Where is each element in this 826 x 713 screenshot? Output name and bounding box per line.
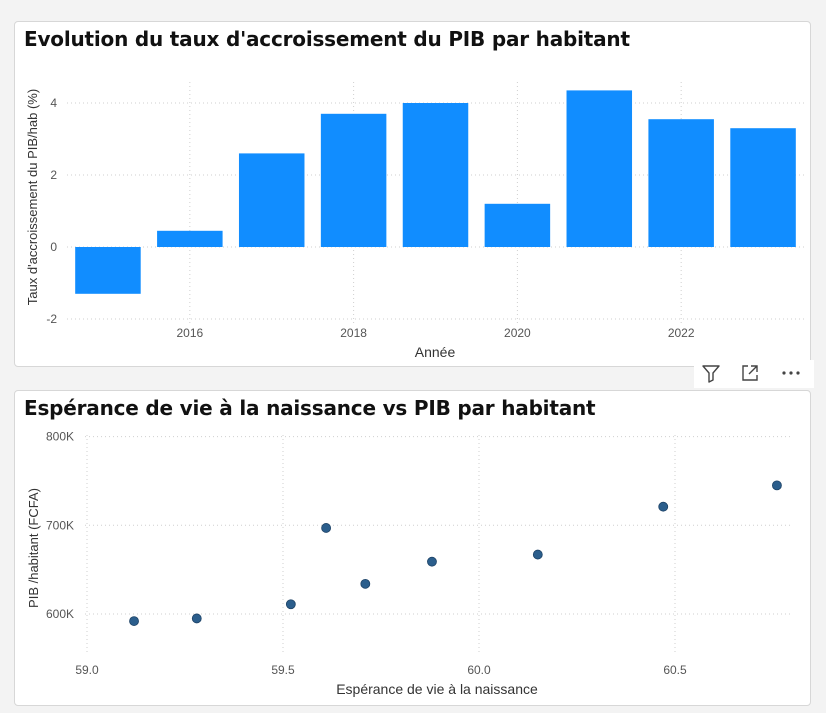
bar-2016[interactable]: [157, 230, 223, 247]
scatter-point[interactable]: [360, 578, 371, 589]
bar-chart-y-tick-label: 2: [50, 168, 57, 182]
scatter-chart-y-axis-label: PIB /habitant (FCFA): [26, 488, 41, 608]
scatter-chart-y-ticks: 600K 700K 800K: [46, 430, 74, 621]
bar-chart-y-axis-label: Taux d'accroissement du PIB/hab (%): [25, 89, 40, 305]
bar-chart-x-tick-label: 2018: [340, 326, 367, 340]
bar-chart-title: Evolution du taux d'accroissement du PIB…: [24, 27, 630, 51]
bar-2022[interactable]: [648, 119, 714, 247]
bar-chart-y-tick-label: -2: [46, 312, 57, 326]
scatter-point[interactable]: [532, 549, 543, 560]
scatter-point[interactable]: [321, 523, 332, 533]
bar-chart-x-axis-label: Année: [415, 344, 456, 360]
bar-chart-y-tick-label: 4: [50, 96, 57, 110]
focus-mode-icon[interactable]: [739, 362, 761, 384]
scatter-point[interactable]: [191, 613, 202, 624]
bar-chart-x-tick-label: 2022: [668, 326, 695, 340]
scatter-chart-visual[interactable]: Espérance de vie à la naissance vs PIB p…: [14, 390, 811, 706]
scatter-chart-x-ticks: 59.0 59.5 60.0 60.5: [75, 663, 687, 677]
scatter-chart-y-tick-label: 700K: [46, 518, 74, 532]
scatter-chart-x-tick-label: 60.5: [663, 663, 687, 677]
bar-2017[interactable]: [238, 153, 305, 247]
scatter-chart-x-tick-label: 60.0: [467, 663, 491, 677]
bar-chart-svg[interactable]: 2016 2018 2020 2022 -2 0 2 4 Année Taux d'accr…: [15, 22, 810, 366]
filter-icon[interactable]: [700, 362, 722, 384]
bar-chart-x-tick-label: 2020: [504, 326, 531, 340]
scatter-chart-x-axis-label: Espérance de vie à la naissance: [336, 681, 538, 697]
more-options-icon[interactable]: [780, 362, 802, 384]
bar-chart-y-tick-label: 0: [50, 240, 57, 254]
bar-2019[interactable]: [402, 103, 469, 247]
bar-chart-visual[interactable]: Evolution du taux d'accroissement du PIB…: [14, 21, 811, 367]
bar-2021[interactable]: [566, 90, 633, 248]
scatter-chart-x-tick-label: 59.5: [271, 663, 295, 677]
scatter-point[interactable]: [772, 480, 782, 491]
bar-2015[interactable]: [75, 247, 141, 294]
scatter-chart-svg[interactable]: 59.0 59.5 60.0 60.5 600K 700K 800K Espérance …: [15, 391, 810, 705]
scatter-chart-points: [129, 480, 782, 626]
scatter-chart-title: Espérance de vie à la naissance vs PIB p…: [24, 396, 596, 420]
scatter-chart-x-tick-label: 59.0: [75, 663, 99, 677]
scatter-point[interactable]: [285, 599, 296, 610]
scatter-point[interactable]: [658, 501, 669, 512]
scatter-chart-gridlines: [85, 435, 790, 653]
bar-chart-x-ticks: 2016 2018 2020 2022: [176, 326, 694, 340]
bar-2023[interactable]: [730, 128, 796, 247]
scatter-point[interactable]: [427, 556, 437, 567]
bar-2020[interactable]: [484, 203, 551, 247]
visual-header-toolbar: [694, 360, 814, 388]
bar-chart-bars: [75, 90, 796, 294]
scatter-point[interactable]: [129, 616, 139, 626]
scatter-chart-y-tick-label: 600K: [46, 607, 74, 621]
bar-chart-y-ticks: -2 0 2 4: [46, 96, 57, 326]
bar-2018[interactable]: [320, 113, 387, 247]
bar-chart-x-tick-label: 2016: [176, 326, 203, 340]
scatter-chart-y-tick-label: 800K: [46, 430, 74, 444]
